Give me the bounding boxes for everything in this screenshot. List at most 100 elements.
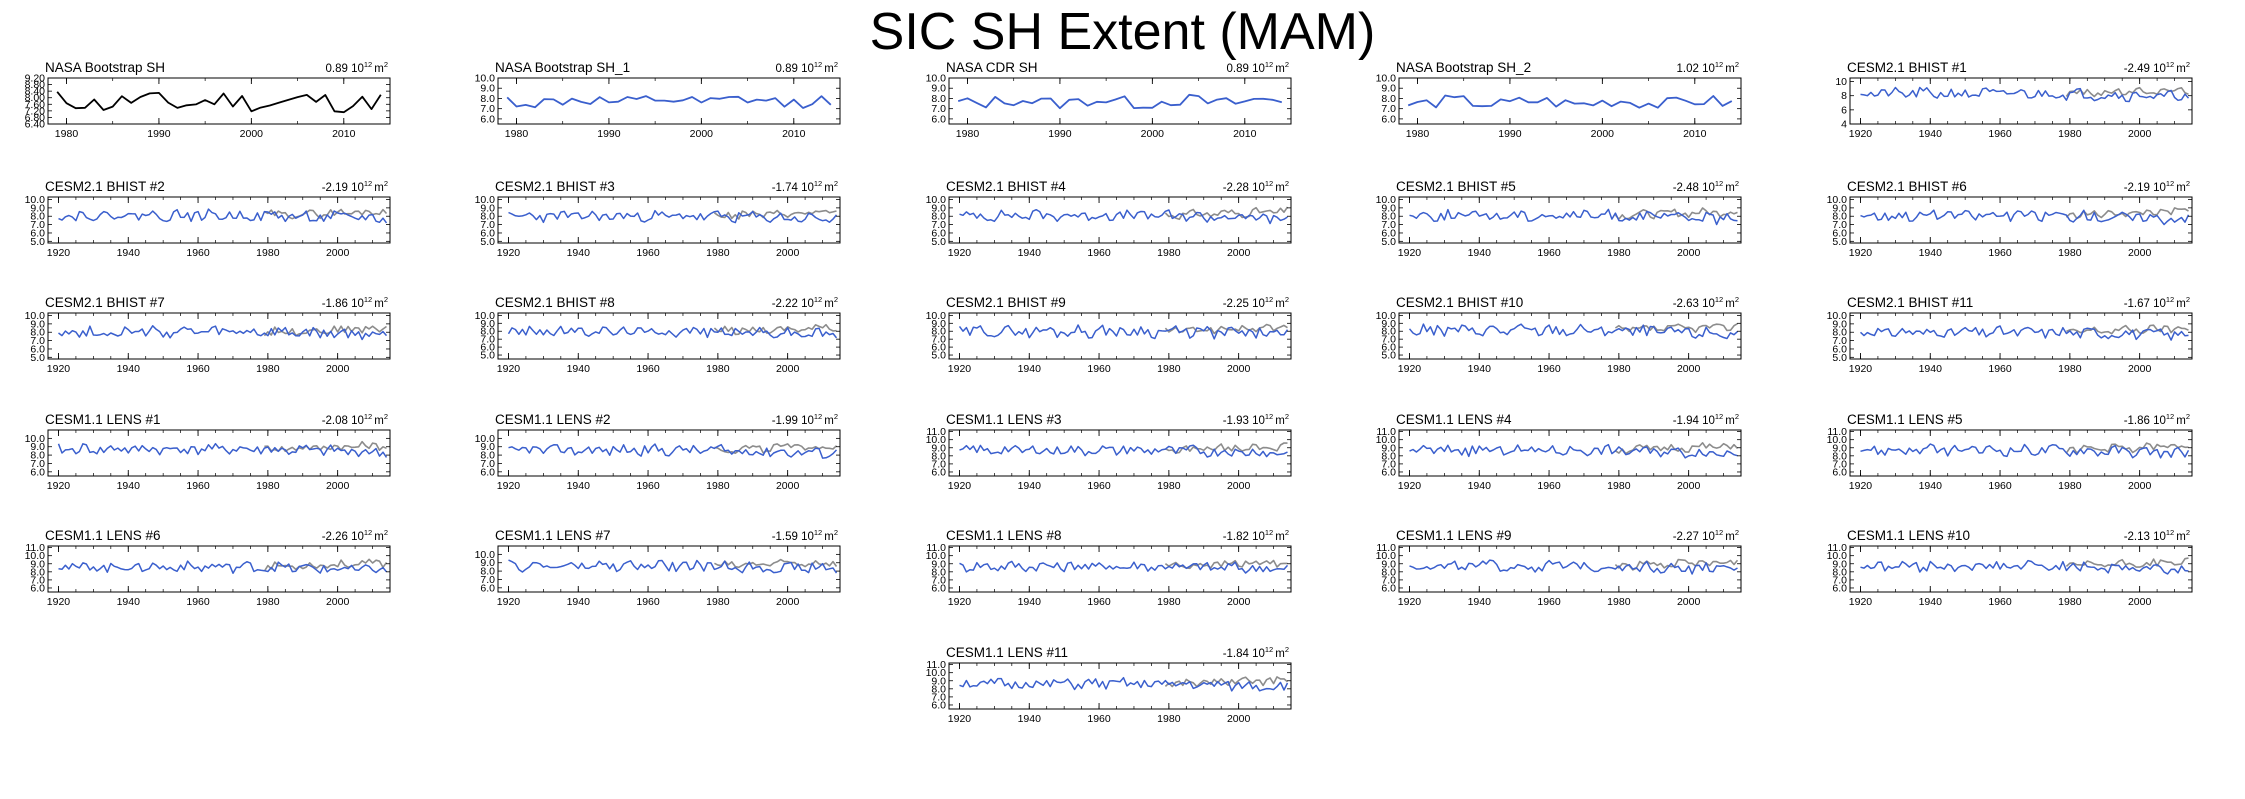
x-tick-label: 2010 — [782, 128, 806, 140]
x-tick-label: 1940 — [1468, 480, 1492, 492]
x-tick-label: 1940 — [1919, 128, 1943, 140]
axes-frame — [1398, 312, 1742, 360]
panel-title: CESM1.1 LENS #3 — [946, 412, 1062, 427]
panel-cesm2-bhist-3: CESM2.1 BHIST #3 -1.74 1012 m2 10.0 9.0 8.0 7.… — [453, 175, 855, 263]
chart-cesm1-lens-1: CESM1.1 LENS #1 -2.08 1012 m2 10.09.08.07.0… — [25, 412, 391, 492]
model-series-line — [1860, 86, 2190, 103]
y-tick-label: 10.0 — [475, 73, 496, 85]
y-tick-label: 10.0 — [1376, 194, 1397, 206]
y-tick-label: 8.0 — [1832, 450, 1847, 462]
panel-title: CESM2.1 BHIST #8 — [495, 295, 615, 310]
model-series-line — [508, 559, 838, 574]
y-tick-label: 10.0 — [25, 550, 46, 562]
axes-frame — [1849, 196, 2193, 244]
chart-cesm2-bhist-11: CESM2.1 BHIST #11 -1.67 1012 m2 10.09.08.07… — [1827, 295, 2193, 375]
y-tick-label: 9.0 — [1832, 202, 1847, 214]
y-tick-label: 9.0 — [931, 318, 946, 330]
y-tick-label: 7.0 — [480, 458, 495, 470]
y-tick-label: 8.0 — [480, 326, 495, 338]
panel-title: CESM2.1 BHIST #7 — [45, 295, 165, 310]
y-tick-label: 11.0 — [926, 542, 946, 554]
y-tick-label: 6.0 — [931, 582, 946, 594]
panel-title: CESM1.1 LENS #11 — [946, 645, 1068, 660]
y-tick-label: 9.0 — [931, 442, 946, 454]
y-tick-label: 7.0 — [480, 103, 495, 115]
y-tick-label: 8.0 — [30, 566, 45, 578]
y-tick-label: 11.0 — [926, 426, 946, 438]
axes-frame — [948, 429, 1292, 477]
model-series-line — [1860, 443, 2190, 459]
axes-frame — [1849, 77, 2193, 125]
x-tick-label: 1960 — [186, 596, 210, 608]
x-tick-label: 1960 — [1087, 596, 1111, 608]
x-tick-label: 1980 — [1607, 596, 1631, 608]
chart-cesm2-bhist-5: CESM2.1 BHIST #5 -2.48 1012 m2 10.09.08.07.… — [1376, 179, 1742, 259]
x-tick-label: 2000 — [1227, 247, 1251, 259]
x-tick-label: 1980 — [256, 596, 280, 608]
chart-nasa-bootstrap-sh-1: NASA Bootstrap SH_1 0.89 1012 m2 10.09.08.0… — [475, 60, 841, 140]
panel-cesm2-bhist-11: CESM2.1 BHIST #11 -1.67 1012 m2 10.0 9.0 8.0 7… — [1805, 291, 2207, 379]
panel-cesm1-lens-10: CESM1.1 LENS #10 -2.13 1012 m2 11.0 10.0 9.0 8… — [1805, 524, 2207, 612]
x-tick-label: 1960 — [636, 480, 660, 492]
chart-cesm1-lens-3: CESM1.1 LENS #3 -1.93 1012 m2 11.010.09.08.… — [926, 412, 1292, 492]
y-tick-label: 9.0 — [30, 318, 45, 330]
x-tick-label: 1980 — [256, 363, 280, 375]
x-tick-label: 1940 — [1468, 247, 1492, 259]
y-tick-label: 6.0 — [1381, 113, 1396, 125]
trend-value: -2.22 1012 m2 — [772, 295, 838, 310]
x-tick-label: 1960 — [1537, 247, 1561, 259]
y-tick-label: 8.0 — [931, 566, 946, 578]
y-tick-label: 6.0 — [1832, 343, 1847, 355]
page-title: SIC SH Extent (MAM) — [869, 3, 1376, 61]
axes-frame — [948, 196, 1292, 244]
x-tick-label: 1920 — [1398, 480, 1422, 492]
panel-nasa-bootstrap-sh: NASA Bootstrap SH 0.89 1012 m2 9.20 8.80 8.40… — [3, 56, 405, 144]
x-tick-label: 2000 — [326, 480, 350, 492]
axes-frame — [47, 77, 391, 125]
x-tick-label: 1960 — [1087, 480, 1111, 492]
x-tick-label: 1980 — [1607, 480, 1631, 492]
trend-value: -2.28 1012 m2 — [1223, 179, 1289, 194]
y-tick-label: 6.0 — [30, 582, 45, 594]
chart-cesm1-lens-11: CESM1.1 LENS #11 -1.84 1012 m2 11.010.09.08… — [926, 645, 1292, 725]
panel-title: CESM1.1 LENS #6 — [45, 528, 161, 543]
chart-cesm2-bhist-4: CESM2.1 BHIST #4 -2.28 1012 m2 10.09.08.07.… — [926, 179, 1292, 259]
y-tick-label: 10.0 — [926, 667, 947, 679]
model-series-line — [958, 324, 1289, 340]
y-tick-label: 11.0 — [1376, 542, 1396, 554]
x-tick-label: 2000 — [1677, 247, 1701, 259]
trend-value: -1.67 1012 m2 — [2124, 295, 2190, 310]
axes-frame — [948, 662, 1292, 710]
x-tick-label: 1920 — [497, 596, 521, 608]
x-tick-label: 1990 — [147, 128, 171, 140]
chart-nasa-bootstrap-sh-2: NASA Bootstrap SH_2 1.02 1012 m2 10.09.08.0… — [1376, 60, 1742, 140]
x-tick-label: 1980 — [1607, 247, 1631, 259]
panel-cesm1-lens-4: CESM1.1 LENS #4 -1.94 1012 m2 11.0 10.0 9.0 8.… — [1354, 408, 1756, 496]
y-tick-label: 8.0 — [1832, 211, 1847, 223]
x-tick-label: 1960 — [1087, 363, 1111, 375]
y-tick-label: 9.0 — [1381, 202, 1396, 214]
x-tick-label: 1980 — [706, 596, 730, 608]
x-tick-label: 1980 — [2058, 480, 2082, 492]
y-tick-label: 6 — [1841, 104, 1847, 116]
x-tick-label: 1920 — [47, 596, 71, 608]
trend-value: -2.19 1012 m2 — [2124, 179, 2190, 194]
obs-overlay-line — [1164, 206, 1289, 221]
x-tick-label: 2000 — [240, 128, 264, 140]
y-tick-label: 6.0 — [1381, 227, 1396, 239]
y-tick-label: 10 — [1835, 76, 1847, 88]
x-tick-label: 2000 — [326, 363, 350, 375]
x-tick-label: 1980 — [256, 247, 280, 259]
y-tick-label: 8.0 — [480, 450, 495, 462]
x-tick-label: 1920 — [1849, 596, 1873, 608]
chart-cesm1-lens-9: CESM1.1 LENS #9 -2.27 1012 m2 11.010.09.08.… — [1376, 528, 1742, 608]
panel-cesm1-lens-8: CESM1.1 LENS #8 -1.82 1012 m2 11.0 10.0 9.0 8.… — [904, 524, 1306, 612]
trend-value: 0.89 1012 m2 — [326, 60, 388, 75]
trend-value: -1.74 1012 m2 — [772, 179, 838, 194]
y-tick-label: 5.0 — [931, 350, 946, 362]
y-tick-label: 9.0 — [1832, 558, 1847, 570]
y-tick-label: 11.0 — [926, 659, 946, 671]
y-tick-label: 6.0 — [931, 113, 946, 125]
trend-value: -2.08 1012 m2 — [322, 412, 388, 427]
y-tick-label: 9.0 — [1381, 83, 1396, 95]
